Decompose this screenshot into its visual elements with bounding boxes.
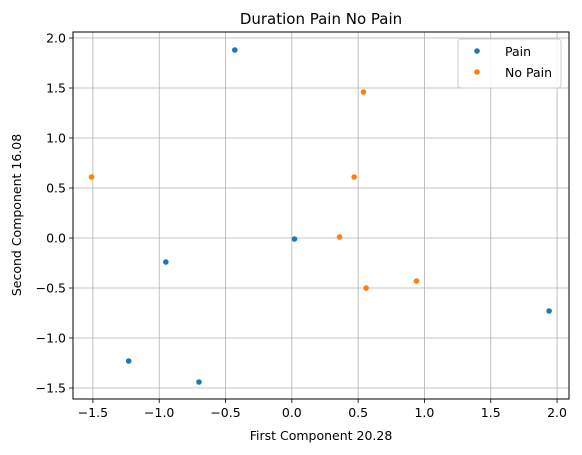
y-tick-label: 0.5 — [46, 181, 66, 196]
grid — [73, 32, 569, 399]
no-pain-point — [360, 89, 367, 95]
pain-point — [291, 236, 298, 242]
x-tick-label: 0.5 — [348, 405, 368, 420]
x-tick-label: 1.5 — [481, 405, 501, 420]
x-tick-label: −0.5 — [210, 405, 240, 420]
legend-label-pain: Pain — [505, 44, 531, 59]
no-pain-point — [88, 174, 95, 180]
x-tick-label: 2.0 — [547, 405, 567, 420]
y-tick-label: 1.5 — [46, 81, 66, 96]
y-tick-label: −1.0 — [36, 331, 66, 346]
y-tick-label: 1.0 — [46, 131, 66, 146]
y-tick-label: −0.5 — [36, 281, 66, 296]
legend-marker-pain — [474, 48, 480, 54]
legend: Pain No Pain — [457, 38, 562, 89]
pain-point — [163, 259, 169, 265]
pain-point — [231, 47, 238, 53]
x-tick-label: 1.0 — [414, 405, 434, 420]
pain-point — [196, 379, 202, 385]
no-pain-point — [336, 234, 343, 240]
y-axis-label: Second Component 16.08 — [9, 134, 24, 296]
y-tick-label: 0.0 — [46, 231, 66, 246]
data-points — [88, 47, 552, 385]
no-pain-point — [351, 174, 357, 180]
y-tick-label: −1.5 — [36, 381, 66, 396]
axis-ticks: −1.5 −1.0 −0.5 0.0 0.5 1.0 1.5 2.0 −1.5 −1.0 −0.5 0… — [36, 31, 567, 421]
no-pain-point — [363, 285, 369, 291]
x-axis-label: First Component 20.28 — [250, 428, 393, 443]
pain-point — [546, 308, 552, 314]
x-tick-label: 0.0 — [282, 405, 302, 420]
legend-marker-no-pain — [474, 69, 480, 75]
plot-frame — [72, 31, 570, 400]
pain-point — [125, 358, 132, 364]
x-tick-label: −1.5 — [78, 405, 108, 420]
legend-box — [457, 38, 562, 89]
y-tick-label: 2.0 — [46, 31, 66, 46]
x-tick-label: −1.0 — [144, 405, 174, 420]
no-pain-point — [413, 278, 420, 284]
legend-label-no-pain: No Pain — [505, 65, 552, 80]
chart-title: Duration Pain No Pain — [240, 10, 402, 28]
